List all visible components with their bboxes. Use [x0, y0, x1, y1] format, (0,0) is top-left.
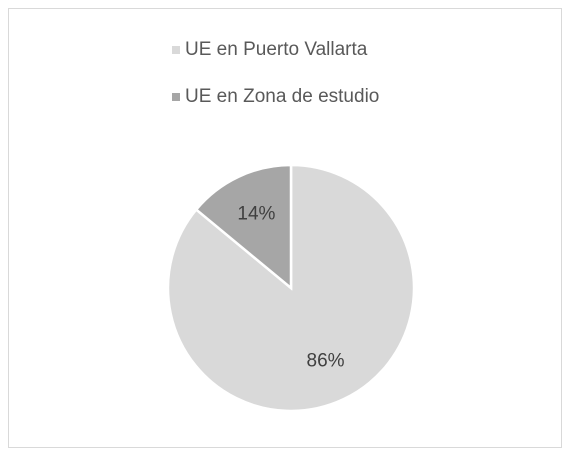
legend-marker — [172, 93, 180, 101]
pie-slice — [194, 163, 293, 291]
data-label: 86% — [307, 350, 345, 371]
legend-marker — [172, 46, 180, 54]
legend-label: UE en Puerto Vallarta — [185, 39, 368, 60]
legend-label: UE en Zona de estudio — [185, 86, 379, 107]
data-label: 14% — [237, 204, 275, 225]
